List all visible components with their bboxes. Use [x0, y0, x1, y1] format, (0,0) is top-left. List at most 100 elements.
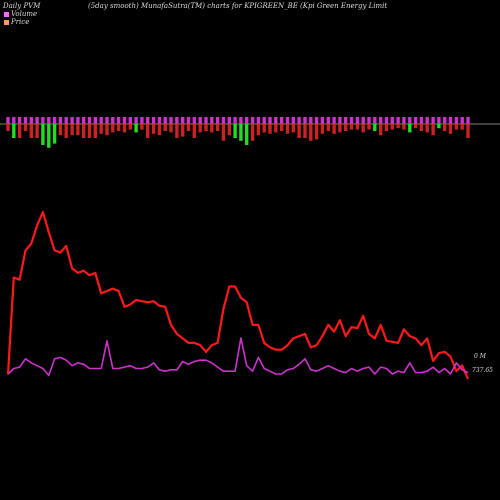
volume-bar-top — [140, 117, 144, 124]
volume-bar-top — [93, 117, 97, 124]
volume-bar-top — [413, 117, 418, 124]
volume-bar — [93, 124, 97, 138]
volume-bar — [285, 124, 290, 134]
volume-bar — [297, 124, 301, 138]
volume-bar-top — [285, 117, 290, 124]
volume-bar — [291, 124, 295, 133]
volume-line — [7, 337, 469, 377]
volume-bar-top — [390, 117, 394, 124]
volume-bar — [448, 124, 453, 134]
volume-bar-top — [256, 117, 261, 124]
volume-bar — [419, 124, 424, 131]
volume-bar-top — [384, 117, 389, 124]
volume-bar — [47, 124, 51, 148]
volume-bar — [314, 124, 319, 140]
volume-bar — [12, 124, 16, 138]
volume-bar-top — [239, 117, 243, 124]
volume-bar-top — [70, 117, 74, 124]
volume-bar — [70, 124, 74, 136]
volume-bar — [29, 124, 33, 138]
volume-bar-top — [157, 117, 162, 124]
volume-bar — [204, 124, 208, 131]
volume-bar — [379, 124, 383, 136]
volume-bar — [111, 124, 115, 133]
volume-bar-top — [198, 117, 202, 124]
volume-bar — [233, 124, 237, 138]
legend-price: Price — [4, 18, 29, 26]
volume-bar — [87, 124, 92, 138]
volume-bar-top — [17, 117, 22, 124]
volume-bar — [157, 124, 162, 136]
volume-bar — [181, 124, 185, 137]
volume-bar-top — [332, 117, 336, 124]
volume-bar-top — [361, 117, 365, 124]
volume-bar — [128, 124, 132, 130]
volume-bar-top — [82, 117, 86, 124]
volume-bar — [390, 124, 394, 130]
volume-bar-top — [268, 117, 272, 124]
volume-bars — [6, 117, 470, 148]
volume-bar — [23, 124, 28, 131]
chart-title-right: (Kpi Green Energy Limit — [300, 2, 388, 10]
volume-bar-top — [425, 117, 429, 124]
volume-bar — [384, 124, 389, 131]
volume-bar-top — [181, 117, 185, 124]
volume-bar — [425, 124, 429, 133]
volume-bar-top — [122, 117, 127, 124]
volume-bar — [274, 124, 278, 133]
volume-bar — [198, 124, 202, 133]
volume-bar-top — [460, 117, 464, 124]
volume-bar-top — [41, 117, 45, 124]
volume-bar — [210, 124, 214, 133]
volume-bar — [82, 124, 86, 138]
volume-bar-top — [402, 117, 406, 124]
volume-bar — [227, 124, 231, 136]
volume-bar-top — [146, 117, 150, 124]
volume-bar — [163, 124, 167, 131]
volume-bar — [268, 124, 272, 134]
volume-bar-top — [408, 117, 412, 124]
volume-bar — [58, 124, 63, 136]
volume-bar — [52, 124, 57, 144]
volume-bar-top — [23, 117, 28, 124]
chart-title-middle: (5day smooth) MunafaSutra(TM) charts for… — [88, 2, 298, 10]
volume-bar-top — [227, 117, 231, 124]
volume-bar — [186, 124, 191, 131]
price-line — [6, 210, 470, 380]
volume-bar-top — [163, 117, 167, 124]
volume-bar — [460, 124, 464, 130]
volume-bar — [99, 124, 103, 134]
volume-bar-top — [151, 117, 156, 124]
volume-bar — [175, 124, 179, 138]
volume-bar-top — [175, 117, 179, 124]
volume-bar-top — [64, 117, 68, 124]
volume-bar — [151, 124, 156, 134]
volume-bar — [361, 124, 365, 133]
volume-bar — [215, 124, 220, 131]
volume-bar-top — [47, 117, 51, 124]
volume-bar-top — [29, 117, 33, 124]
volume-bar-top — [105, 117, 109, 124]
volume-bar — [437, 124, 441, 129]
volume-bar — [413, 124, 418, 129]
volume-bar — [41, 124, 45, 145]
volume-bar-top — [355, 117, 360, 124]
volume-bar — [17, 124, 22, 138]
volume-bar — [169, 124, 173, 133]
volume-bar-top — [431, 117, 435, 124]
volume-bar — [262, 124, 266, 133]
volume-bar-top — [210, 117, 214, 124]
volume-bar-top — [373, 117, 377, 124]
volume-bar — [367, 124, 371, 130]
volume-bar-top — [338, 117, 342, 124]
volume-end-label: 0 M — [474, 353, 487, 360]
volume-bar — [105, 124, 109, 136]
volume-bar-top — [169, 117, 173, 124]
chart-title-left: Daily PVM — [3, 2, 41, 10]
volume-bar — [245, 124, 249, 145]
volume-bar — [338, 124, 342, 133]
legend-volume: Volume — [4, 10, 37, 18]
legend-volume-swatch — [4, 11, 9, 17]
volume-bar-top — [87, 117, 92, 124]
volume-bar-top — [320, 117, 325, 124]
